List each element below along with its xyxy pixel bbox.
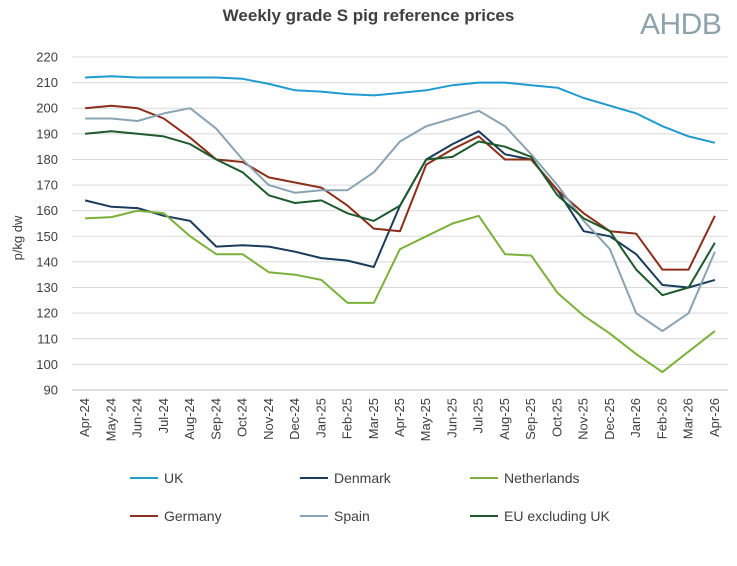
x-axis-ticks: Apr-24 May-24 Jun-24 Jul-24 Aug-24 Sep-24 Oct-… xyxy=(77,398,722,441)
y-tick-label: 190 xyxy=(36,126,58,141)
gridlines xyxy=(72,56,728,365)
series-line-spain xyxy=(85,107,716,333)
x-tick-label: Aug-24 xyxy=(182,398,197,440)
legend-label: Netherlands xyxy=(504,470,580,486)
x-tick-label: Jun-24 xyxy=(130,398,145,438)
y-tick-label: 160 xyxy=(36,203,58,218)
x-tick-label: Aug-25 xyxy=(497,398,512,440)
legend-swatch xyxy=(130,477,158,479)
legend-swatch xyxy=(470,515,498,517)
x-tick-label: May-25 xyxy=(418,398,433,441)
legend-item-denmark: Denmark xyxy=(300,470,391,486)
x-tick-label: Jan-26 xyxy=(628,398,643,438)
x-tick-label: Dec-24 xyxy=(287,398,302,440)
x-tick-label: Oct-25 xyxy=(549,398,564,437)
y-tick-label: 220 xyxy=(36,50,58,65)
legend-swatch xyxy=(130,515,158,517)
y-tick-label: 180 xyxy=(36,152,58,167)
legend-item-uk: UK xyxy=(130,470,183,486)
x-tick-label: Feb-25 xyxy=(340,398,355,439)
legend-swatch xyxy=(300,515,328,517)
series-line-netherlands xyxy=(85,209,716,374)
legend-swatch xyxy=(300,477,328,479)
legend-label: EU excluding UK xyxy=(504,508,610,524)
legend-label: Spain xyxy=(334,508,370,524)
x-tick-label: Sep-24 xyxy=(208,398,223,440)
x-tick-label: Oct-24 xyxy=(235,398,250,437)
x-tick-label: Dec-25 xyxy=(602,398,617,440)
ahdb-logo: AHDB xyxy=(640,8,730,52)
y-tick-label: 150 xyxy=(36,229,58,244)
legend-item-eu-excluding-uk: EU excluding UK xyxy=(470,508,610,524)
y-axis-ticks: 90 100 110 120 130 140 150 160 170 180 190 200 210 22… xyxy=(36,50,58,398)
y-axis-label: p/kg dw xyxy=(10,215,25,260)
x-tick-label: Nov-24 xyxy=(261,398,276,440)
line-chart: 90 100 110 120 130 140 150 160 170 180 190 200 210 22… xyxy=(10,50,728,441)
legend-item-netherlands: Netherlands xyxy=(470,470,580,486)
series-line-eu-excluding-uk xyxy=(85,130,716,297)
x-tick-label: Feb-26 xyxy=(654,398,669,439)
x-tick-label: Jan-25 xyxy=(313,398,328,438)
y-tick-label: 170 xyxy=(36,178,58,193)
y-tick-label: 140 xyxy=(36,254,58,269)
x-tick-label: May-24 xyxy=(103,398,118,441)
y-tick-label: 130 xyxy=(36,280,58,295)
series-lines xyxy=(84,75,716,374)
x-tick-label: Jul-24 xyxy=(156,398,171,433)
y-tick-label: 90 xyxy=(44,383,58,398)
x-tick-label: Apr-26 xyxy=(707,398,722,437)
legend-label: Germany xyxy=(164,508,222,524)
ahdb-logo-text: AHDB xyxy=(640,8,722,41)
x-tick-label: Mar-26 xyxy=(681,398,696,439)
x-tick-label: Sep-25 xyxy=(523,398,538,440)
series-line-uk xyxy=(85,75,716,144)
legend-label: Denmark xyxy=(334,470,391,486)
x-tick-label: Jun-25 xyxy=(444,398,459,438)
x-tick-label: Jul-25 xyxy=(471,398,486,433)
y-tick-label: 200 xyxy=(36,101,58,116)
y-tick-label: 110 xyxy=(37,331,58,346)
legend-item-spain: Spain xyxy=(300,508,370,524)
y-tick-label: 210 xyxy=(36,75,58,90)
y-tick-label: 100 xyxy=(36,357,58,372)
x-tick-label: Nov-25 xyxy=(576,398,591,440)
x-tick-label: Mar-25 xyxy=(366,398,381,439)
legend-item-germany: Germany xyxy=(130,508,222,524)
legend: UK Denmark Netherlands Germany Spain EU exclu… xyxy=(0,462,737,552)
x-tick-label: Apr-25 xyxy=(392,398,407,437)
legend-swatch xyxy=(470,477,498,479)
series-line-denmark xyxy=(84,130,716,289)
legend-label: UK xyxy=(164,470,184,486)
chart-title: Weekly grade S pig reference prices xyxy=(222,6,515,25)
y-tick-label: 120 xyxy=(36,306,58,321)
x-tick-label: Apr-24 xyxy=(77,398,92,437)
